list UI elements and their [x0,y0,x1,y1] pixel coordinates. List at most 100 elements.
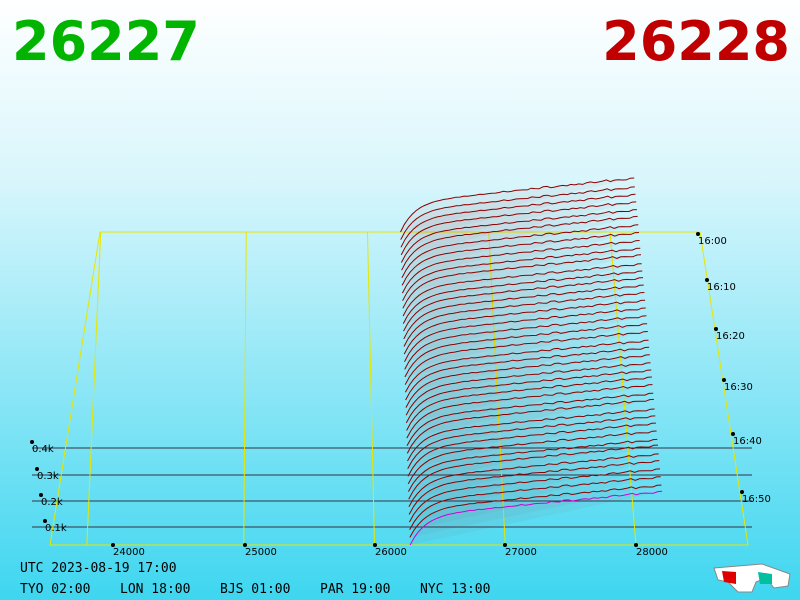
ask-line [406,376,652,431]
ask-line [405,346,650,401]
ask-area [405,354,650,408]
3d-glasses-icon [713,563,791,593]
ask-line [408,460,660,515]
city-clock: NYC 13:00 [420,582,490,597]
time-label: 16:40 [733,436,762,447]
ask-line [407,408,655,462]
ask-line [405,369,652,424]
ask-area [405,347,650,400]
ask-area [401,216,638,271]
price-tick [373,543,377,547]
time-tick [705,278,709,282]
ask-area [404,308,646,362]
ask-line [408,468,661,523]
ask-area [409,460,660,515]
time-tick [696,232,700,236]
ask-line [403,277,644,332]
depth-label: 0.2k [41,497,63,508]
ask-area [404,292,645,347]
ask-line [403,299,646,355]
ask-line [407,438,658,492]
ask-area [400,186,635,240]
ask-line [407,422,656,477]
ask-line [404,307,646,363]
ask-area [400,178,635,232]
time-tick [731,432,735,436]
ask-area [407,393,654,446]
ask-area [404,315,647,370]
time-tick [722,378,726,382]
ask-line [406,398,654,454]
ask-line [400,209,637,263]
ask-line [402,247,641,301]
ask-line [400,201,637,256]
ask-line [402,270,643,324]
price-tick [503,543,507,547]
bid-price: 26227 [12,10,200,73]
ask-line [406,384,653,439]
depth-label: 0.4k [32,444,54,455]
ask-line [403,284,644,340]
city-clock: LON 18:00 [120,582,190,597]
ask-area [408,431,657,484]
time-label: 16:50 [742,494,771,505]
ask-line [400,186,635,240]
price-tick [111,543,115,547]
ask-line [409,490,663,546]
ask-area [405,331,648,385]
floor-grid [32,231,752,546]
price-tick [634,543,638,547]
price-label: 28000 [636,547,668,558]
ask-line [401,224,639,279]
ask-line [409,484,662,538]
ask-line [401,232,639,286]
time-tick [714,327,718,331]
price-label: 25000 [245,547,277,558]
time-label: 16:30 [724,382,753,393]
depth-tick [35,467,39,471]
price-tick [243,543,247,547]
price-grid [367,231,375,546]
ask-line [402,254,642,309]
depth-label: 0.1k [45,523,67,534]
ask-area [408,423,656,477]
depth-lines [400,177,663,546]
ask-area [406,377,652,431]
floor-outline [49,231,749,546]
ask-line [400,177,635,233]
ask-area [401,209,637,263]
ask-area [410,491,663,545]
ask-area [409,485,662,538]
axis-labels: 24000 25000 26000 27000 28000 16:00 16:10 16:20… [30,232,771,558]
ask-line [403,292,645,347]
price-grid [243,231,247,546]
ask-line [401,240,640,294]
ask-area [408,453,659,507]
depth-tick [43,519,47,523]
ask-area [403,263,642,316]
price-grid [86,231,102,546]
world-clocks: TYO 02:00 LON 18:00 BJS 01:00 PAR 19:00 NYC … [20,582,490,597]
ask-area [403,277,643,332]
ask-line [402,263,642,317]
ask-area [400,194,636,248]
ask-area [402,248,641,301]
ask-line [404,331,648,385]
depth-tick [30,440,34,444]
city-clock: BJS 01:00 [220,582,290,597]
city-clock: PAR 19:00 [320,582,390,597]
ask-line [408,453,659,508]
time-label: 16:00 [698,236,727,247]
ask-price: 26228 [602,10,790,73]
ask-line [404,323,648,378]
time-label: 16:20 [716,331,745,342]
ask-line [406,392,654,447]
price-label: 26000 [375,547,407,558]
ask-area [401,224,639,278]
ask-area [408,445,658,500]
ask-area [406,370,652,423]
price-grid [609,231,637,546]
